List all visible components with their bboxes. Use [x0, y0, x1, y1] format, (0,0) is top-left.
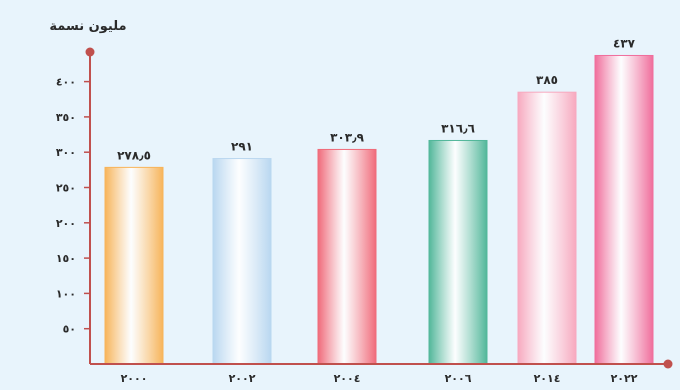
- value-labels: ٢٧٨٫٥ ٢٩١ ٣٠٣٫٩ ٣١٦٫٦ ٣٨٥ ٤٣٧: [117, 36, 636, 162]
- bar-2: [317, 148, 377, 365]
- x-tick-label-3: ٢٠٠٦: [445, 372, 472, 385]
- y-tick-label-6: ٣٥٠: [56, 111, 76, 124]
- y-tick-label-1: ١٠٠: [56, 287, 76, 300]
- x-tick-label-2: ٢٠٠٤: [334, 372, 361, 385]
- bar-3: [428, 139, 488, 365]
- value-label-5: ٤٣٧: [613, 36, 636, 50]
- value-label-2: ٣٠٣٫٩: [330, 130, 364, 144]
- value-label-4: ٣٨٥: [536, 73, 558, 87]
- x-tick-label-1: ٢٠٠٢: [229, 372, 256, 385]
- y-axis-end-dot: [85, 47, 95, 57]
- value-label-1: ٢٩١: [231, 140, 253, 154]
- y-tick-label-7: ٤٠٠: [56, 76, 76, 89]
- value-label-3: ٣١٦٫٦: [441, 121, 475, 135]
- x-ticks: ٢٠٠٠ ٢٠٠٢ ٢٠٠٤ ٢٠٠٦ ٢٠١٤ ٢٠٢٢: [121, 372, 638, 385]
- bar-0: [104, 166, 164, 365]
- y-tick-label-0: ٥٠: [63, 323, 76, 336]
- y-tick-label-5: ٣٠٠: [56, 146, 76, 159]
- x-tick-label-0: ٢٠٠٠: [121, 372, 148, 385]
- x-tick-label-4: ٢٠١٤: [534, 372, 561, 385]
- y-tick-label-4: ٢٥٠: [56, 182, 76, 195]
- y-tick-label-2: ١٥٠: [56, 252, 76, 265]
- axes: [85, 47, 673, 369]
- bar-5: [594, 54, 654, 365]
- y-tick-label-3: ٢٠٠: [56, 217, 76, 230]
- x-tick-label-5: ٢٠٢٢: [611, 372, 638, 385]
- y-axis-label: مليون نسمة: [49, 19, 126, 34]
- x-axis-end-dot: [663, 359, 673, 369]
- value-label-0: ٢٧٨٫٥: [117, 148, 151, 162]
- bars: [104, 54, 654, 365]
- bar-4: [517, 91, 577, 365]
- y-ticks: ٥٠ ١٠٠ ١٥٠ ٢٠٠ ٢٥٠ ٣٠٠ ٣٥٠ ٤٠٠: [56, 76, 90, 336]
- bar-1: [212, 158, 272, 365]
